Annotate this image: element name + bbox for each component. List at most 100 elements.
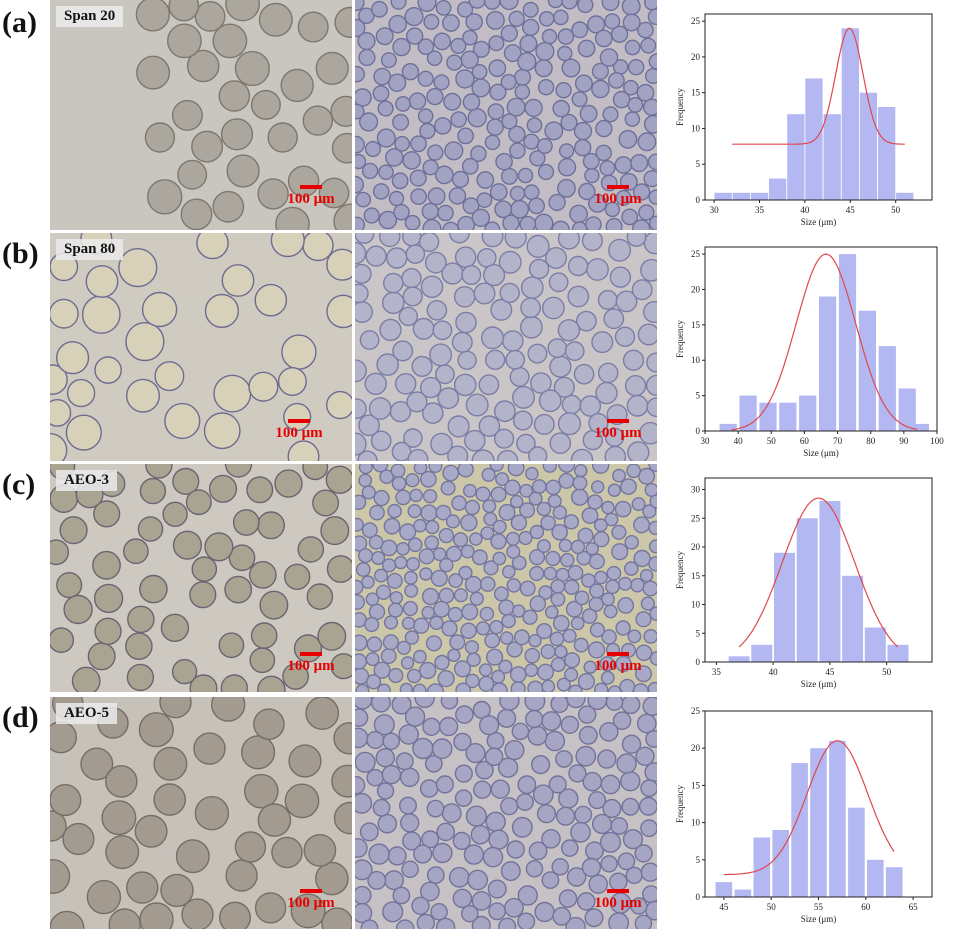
droplet [525, 859, 544, 878]
droplet [374, 568, 389, 583]
droplet [211, 697, 246, 722]
droplet [355, 697, 373, 710]
droplet [620, 478, 637, 496]
droplet [486, 648, 504, 666]
droplet [443, 92, 462, 111]
droplet [492, 551, 507, 566]
droplet [600, 855, 618, 873]
droplet [549, 631, 565, 647]
droplet [482, 846, 504, 868]
droplet [646, 397, 657, 417]
droplet [267, 122, 298, 153]
droplet [471, 208, 491, 228]
droplet [499, 697, 520, 711]
droplet [465, 673, 480, 689]
droplet [413, 518, 427, 533]
droplet [212, 190, 245, 223]
droplet [597, 362, 619, 384]
droplet [467, 869, 489, 891]
droplet [618, 129, 638, 149]
scale-bar-d-right: 100 μm [583, 889, 653, 912]
droplet [221, 264, 255, 297]
droplet [302, 233, 334, 262]
droplet [588, 791, 607, 810]
droplet [519, 34, 538, 53]
droplet [595, 381, 618, 405]
droplet [577, 39, 596, 58]
droplet [375, 584, 392, 601]
droplet [379, 233, 401, 248]
droplet [579, 395, 602, 417]
droplet [258, 2, 293, 37]
y-tick-label: 0 [696, 426, 701, 436]
droplets-a-right [355, 0, 657, 230]
droplet [552, 99, 570, 118]
droplet [624, 39, 641, 56]
droplet [567, 285, 590, 308]
droplet [50, 399, 72, 427]
droplet [424, 251, 447, 274]
droplet [642, 504, 657, 519]
droplet [469, 591, 484, 606]
y-tick-label: 5 [696, 628, 701, 638]
droplet [355, 859, 373, 881]
droplet [523, 133, 540, 150]
droplet [638, 204, 655, 221]
droplet [506, 578, 522, 593]
droplet [557, 233, 580, 250]
droplet [478, 675, 495, 692]
droplet [400, 656, 415, 670]
droplet [381, 558, 397, 573]
droplet [406, 27, 424, 45]
droplet [481, 467, 496, 482]
droplet [355, 494, 367, 510]
droplet [513, 629, 530, 646]
droplet [527, 343, 548, 364]
droplet [379, 469, 394, 484]
droplet [259, 590, 289, 620]
droplet [557, 412, 582, 436]
droplet [603, 308, 625, 330]
x-tick-label: 50 [767, 902, 777, 912]
droplet [419, 567, 433, 581]
droplet [636, 83, 655, 102]
droplet [599, 160, 616, 177]
droplet [626, 394, 649, 417]
droplet [473, 282, 496, 305]
droplet [581, 857, 602, 878]
droplet [603, 604, 618, 619]
droplet [355, 562, 371, 577]
droplet [283, 563, 311, 591]
droplet [454, 789, 473, 807]
droplet [355, 18, 366, 38]
droplet [541, 296, 565, 320]
droplet [81, 295, 121, 334]
droplet [619, 678, 636, 692]
droplet [405, 473, 420, 488]
histogram-svg: 45 50 55 60 65 0 5 10 15 20 25 Size (μm) Frequency [675, 706, 933, 924]
droplet [126, 871, 159, 904]
droplet [366, 674, 382, 690]
droplet [517, 885, 539, 906]
droplet [622, 829, 644, 850]
droplet [407, 448, 429, 461]
droplet [234, 831, 267, 863]
droplet [398, 306, 418, 327]
droplet [648, 520, 657, 536]
droplet [359, 330, 380, 350]
droplet [452, 532, 469, 548]
scale-bar-a-right: 100 μm [583, 185, 653, 208]
droplet [386, 247, 408, 269]
droplet [364, 616, 380, 633]
droplet [306, 583, 334, 610]
droplet [534, 213, 554, 230]
droplet [522, 1, 539, 18]
droplet [558, 143, 575, 159]
droplet [645, 730, 657, 748]
droplet [455, 682, 472, 692]
droplet [484, 134, 501, 151]
droplet [59, 516, 88, 545]
droplet [248, 561, 277, 589]
histogram-bar [791, 763, 808, 897]
droplet [479, 606, 495, 622]
